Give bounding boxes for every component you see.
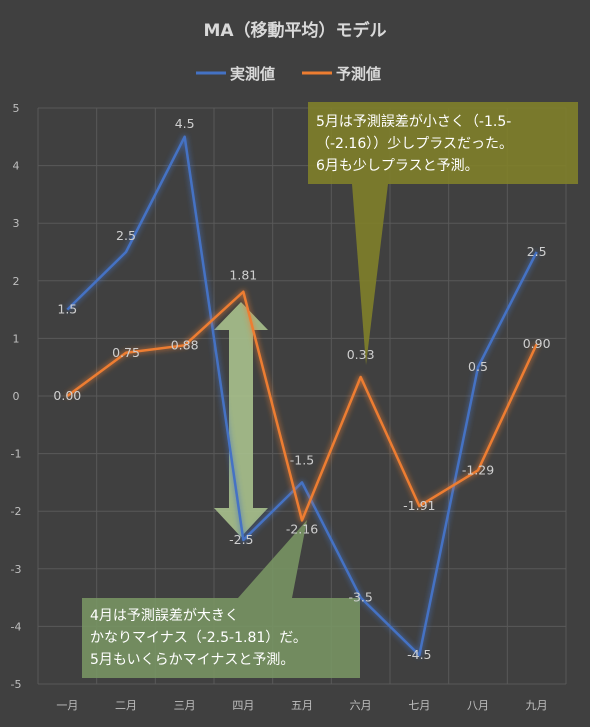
series-line-actual (66, 135, 538, 657)
data-labels: 1.5 2.5 4.5 -2.5 -1.5 -3.5 -4.5 0.5 2.5 0.00 0.75 0… (53, 116, 550, 662)
top-callout-line-2: （-2.16））少しプラスだった。 (316, 136, 513, 152)
x-tick-label: 四月 (232, 699, 254, 712)
legend: 実測値 予測値 (196, 65, 381, 83)
top-callout-box (308, 102, 578, 184)
x-tick-label: 八月 (467, 699, 489, 712)
bottom-callout: 4月は予測誤差が大きく かなりマイナス（-2.5-1.81）だ。 5月もいくらか… (82, 520, 360, 678)
legend-label-forecast: 予測値 (336, 65, 381, 83)
series-group (66, 135, 538, 657)
x-tick-label: 二月 (115, 699, 137, 712)
bottom-callout-box (82, 598, 360, 678)
data-label-forecast: 0.33 (347, 347, 375, 362)
data-label-forecast: 1.81 (229, 268, 257, 283)
bottom-callout-line-3: 5月もいくらかマイナスと予測。 (90, 652, 294, 668)
error-double-arrow (214, 302, 268, 537)
data-label-actual: 2.5 (527, 244, 547, 259)
data-label-actual: 1.5 (57, 302, 77, 317)
x-axis-ticks: 一月 二月 三月 四月 五月 六月 七月 八月 九月 (56, 699, 547, 712)
y-tick-label: -3 (11, 563, 22, 576)
y-tick-label: 3 (13, 217, 20, 230)
chart-title: MA（移動平均）モデル (203, 20, 386, 41)
bottom-callout-line-2: かなりマイナス（-2.5-1.81）だ。 (90, 630, 307, 646)
y-tick-label: 4 (13, 160, 20, 173)
data-label-forecast: -1.29 (462, 462, 494, 477)
data-label-actual: -3.5 (348, 590, 372, 605)
top-callout-line-1: 5月は予測誤差が小さく（-1.5- (316, 114, 511, 130)
x-tick-label: 九月 (526, 699, 548, 712)
legend-label-actual: 実測値 (230, 65, 275, 83)
data-label-forecast: 0.90 (523, 336, 551, 351)
data-label-forecast: -1.91 (403, 498, 435, 513)
series-line-forecast (66, 290, 538, 522)
y-tick-label: 5 (13, 102, 20, 115)
x-tick-label: 七月 (408, 699, 430, 712)
data-label-actual: 4.5 (175, 116, 195, 131)
data-label-forecast: 0.88 (171, 337, 199, 352)
top-callout-pointer (352, 184, 388, 365)
data-label-forecast: 0.75 (112, 345, 140, 360)
y-axis-ticks: 5 4 3 2 1 0 -1 -2 -3 -4 -5 (11, 102, 22, 691)
y-tick-label: 2 (13, 275, 20, 288)
data-label-actual: -4.5 (407, 647, 431, 662)
data-label-actual: 0.5 (468, 359, 488, 374)
data-label-forecast: 0.00 (53, 388, 81, 403)
x-tick-label: 一月 (56, 699, 78, 712)
y-tick-label: -2 (11, 505, 22, 518)
y-tick-label: -4 (11, 620, 22, 633)
x-tick-label: 六月 (350, 699, 372, 712)
data-label-actual: -2.5 (229, 532, 253, 547)
data-label-actual: 2.5 (116, 228, 136, 243)
top-callout-line-3: 6月も少しプラスと予測。 (316, 158, 479, 174)
data-label-actual: -1.5 (290, 452, 314, 467)
x-tick-label: 三月 (174, 699, 196, 712)
y-tick-label: 0 (13, 390, 20, 403)
bottom-callout-pointer (238, 520, 307, 598)
bottom-callout-line-1: 4月は予測誤差が大きく (90, 608, 239, 624)
y-tick-label: 1 (13, 332, 20, 345)
x-tick-label: 五月 (291, 699, 313, 712)
y-tick-label: -1 (11, 448, 22, 461)
data-label-forecast: -2.16 (286, 521, 318, 536)
gridlines (37, 107, 567, 685)
y-tick-label: -5 (11, 678, 22, 691)
top-callout: 5月は予測誤差が小さく（-1.5- （-2.16））少しプラスだった。 6月も少… (308, 102, 578, 365)
